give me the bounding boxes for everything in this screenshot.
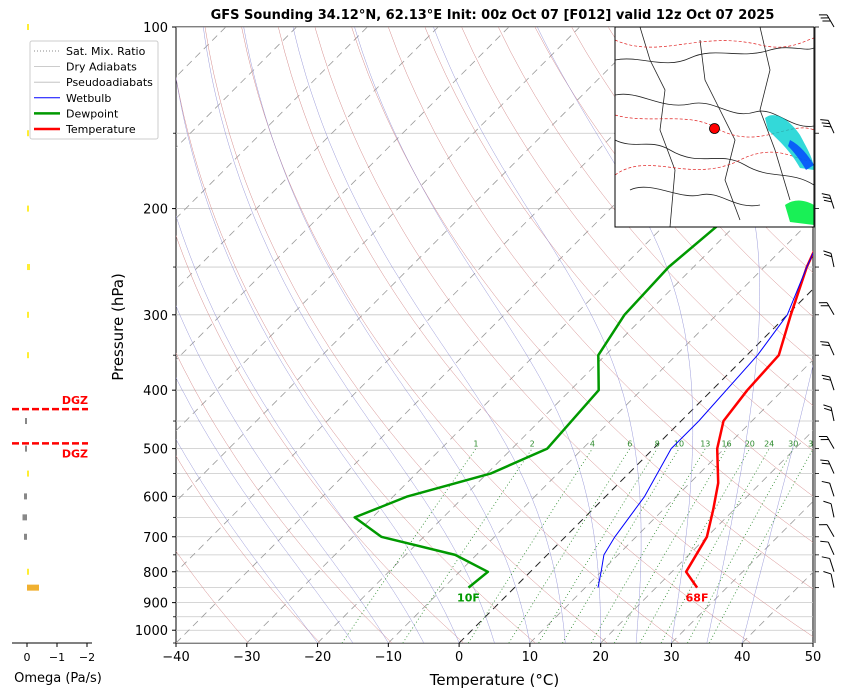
moist-adiabat	[293, 27, 565, 643]
dry-adiabat	[132, 27, 464, 643]
mixing-ratio-line	[614, 449, 726, 643]
dry-adiabat	[168, 27, 535, 643]
wind-barb	[823, 570, 834, 589]
omega-bar	[27, 312, 29, 318]
x-tick-label: 40	[734, 650, 751, 665]
legend-label: Wetbulb	[66, 92, 111, 105]
dry-adiabat	[205, 27, 607, 643]
omega-bar	[25, 446, 27, 452]
wind-barb	[820, 117, 834, 136]
x-axis-label: Temperature (°C)	[429, 671, 559, 689]
omega-bar	[27, 585, 39, 591]
omega-bar	[27, 569, 29, 575]
y-tick-label: 1000	[135, 624, 168, 639]
y-tick-label: 800	[143, 566, 168, 581]
chart-title: GFS Sounding 34.12°N, 62.13°E Init: 00z …	[211, 8, 775, 23]
wind-barb	[819, 521, 834, 540]
wind-barb	[820, 538, 834, 557]
mixing-ratio-line	[591, 449, 705, 643]
wind-barb	[822, 479, 834, 498]
x-tick-label: 30	[663, 650, 680, 665]
omega-tick-label: 0	[24, 651, 31, 664]
wetbulb-line	[598, 209, 833, 588]
mixing-ratio-line	[709, 449, 813, 643]
omega-bar	[25, 418, 27, 424]
mixing-ratio-label: 30	[788, 440, 798, 449]
wind-barb	[819, 299, 834, 318]
mixing-ratio-label: 6	[627, 440, 632, 449]
isotherm-line	[813, 27, 854, 643]
mixing-ratio-label: 16	[721, 440, 731, 449]
omega-bar	[24, 493, 27, 499]
x-tick-label: 0	[455, 650, 463, 665]
omega-bar	[27, 352, 29, 358]
y-tick-label: 900	[143, 597, 168, 612]
y-tick-label: 400	[143, 384, 168, 399]
mixing-ratio-label: 1	[473, 440, 478, 449]
legend-label: Dewpoint	[66, 107, 119, 120]
mixing-ratio-label: 13	[700, 440, 710, 449]
mixing-ratio-label: 2	[530, 440, 535, 449]
mixing-ratio-label: 8	[655, 440, 660, 449]
moist-adiabat	[355, 27, 601, 643]
surface-dewpoint-label: 10F	[457, 592, 480, 605]
y-tick-label: 100	[143, 21, 168, 36]
wind-barb	[823, 403, 834, 422]
mixing-ratio-line	[563, 449, 680, 643]
moist-adiabat	[203, 27, 494, 643]
moist-adiabat	[140, 27, 424, 643]
mixing-ratio-label: 4	[590, 440, 595, 449]
y-tick-label: 200	[143, 203, 168, 218]
mixing-ratio-label: 24	[764, 440, 774, 449]
wind-barb	[820, 457, 834, 476]
omega-bar	[27, 264, 30, 270]
omega-axis-label: Omega (Pa/s)	[14, 671, 102, 686]
mixing-ratio-line	[688, 449, 794, 643]
omega-bar	[27, 471, 29, 477]
x-tick-label: −30	[233, 650, 260, 665]
moist-adiabat	[169, 27, 459, 643]
y-tick-label: 300	[143, 309, 168, 324]
legend-label: Sat. Mix. Ratio	[66, 45, 146, 58]
wind-barb	[819, 433, 834, 452]
x-tick-label: −20	[304, 650, 331, 665]
mixing-ratio-line	[468, 449, 592, 643]
wind-barb	[819, 11, 834, 30]
x-tick-label: 50	[805, 650, 822, 665]
x-tick-label: −10	[375, 650, 402, 665]
wind-barb	[823, 500, 834, 519]
wind-barb	[822, 373, 834, 392]
y-axis-label: Pressure (hPa)	[109, 273, 127, 381]
y-tick-label: 700	[143, 531, 168, 546]
mixing-ratio-label: 20	[745, 440, 755, 449]
dgz-label: DGZ	[62, 394, 88, 407]
legend-label: Temperature	[65, 123, 136, 136]
legend: Sat. Mix. Ratio Dry Adiabats Pseudoadiabat…	[30, 41, 158, 139]
wind-barb	[822, 191, 834, 210]
y-tick-label: 500	[143, 443, 168, 458]
x-tick-label: −40	[162, 650, 189, 665]
omega-tick-label: −1	[49, 651, 65, 664]
x-tick-label: 10	[522, 650, 539, 665]
wind-barb	[823, 249, 834, 268]
moist-adiabat	[244, 27, 530, 643]
wind-barb	[820, 339, 834, 358]
surface-temperature-label: 68F	[686, 592, 709, 605]
omega-bar	[27, 130, 29, 136]
x-tick-label: 20	[592, 650, 609, 665]
omega-bar	[24, 534, 27, 540]
omega-bar	[27, 24, 29, 30]
dgz-label: DGZ	[62, 447, 88, 460]
omega-tick-label: −2	[79, 651, 95, 664]
legend-label: Dry Adiabats	[66, 61, 137, 74]
omega-bar	[23, 514, 28, 520]
dry-adiabat	[242, 27, 679, 643]
location-marker	[710, 124, 720, 134]
y-tick-label: 600	[143, 490, 168, 505]
mixing-ratio-line	[509, 449, 630, 643]
legend-label: Pseudoadiabats	[66, 76, 153, 89]
omega-bar	[27, 206, 29, 212]
